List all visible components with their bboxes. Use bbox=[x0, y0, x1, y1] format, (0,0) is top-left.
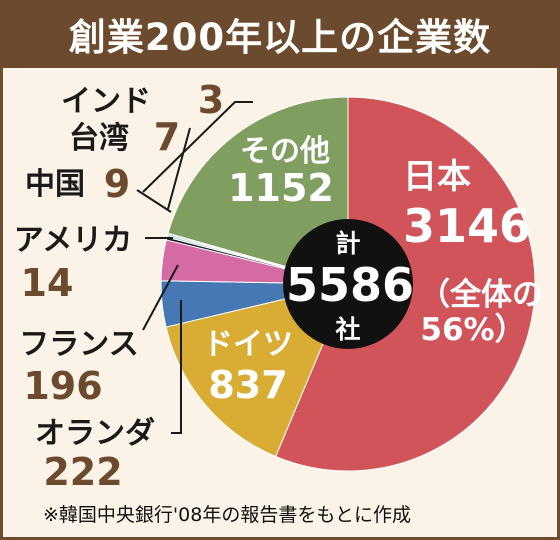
label-india: インド bbox=[61, 84, 151, 119]
center-circle bbox=[283, 219, 413, 349]
chart-title: 創業200年以上の企業数 bbox=[68, 16, 492, 59]
label-france: フランス bbox=[19, 327, 138, 362]
center-label-top: 計 bbox=[335, 229, 360, 258]
leader-line-china bbox=[136, 189, 172, 213]
label-usa: アメリカ bbox=[14, 223, 133, 258]
leader-line-france bbox=[142, 264, 179, 331]
leader-line-netherlands bbox=[171, 300, 182, 434]
value-netherlands: 222 bbox=[43, 450, 122, 494]
note-japan-line2: 56%） bbox=[420, 312, 525, 348]
value-germany: 837 bbox=[208, 363, 287, 407]
label-germany: ドイツ bbox=[203, 327, 293, 362]
value-france: 196 bbox=[23, 364, 102, 408]
pie-chart: 計 5586 社 日本 3146 （全体の 56%） その他 1152 ドイツ … bbox=[14, 78, 543, 494]
value-china: 9 bbox=[104, 162, 130, 206]
leader-line-india bbox=[142, 101, 253, 193]
label-netherlands: オランダ bbox=[35, 416, 155, 451]
center-total-value: 5586 bbox=[286, 258, 414, 312]
value-other: 1152 bbox=[228, 166, 334, 210]
center-label-bottom: 社 bbox=[335, 315, 360, 344]
value-taiwan: 7 bbox=[154, 115, 180, 159]
label-japan: 日本 bbox=[403, 157, 471, 197]
value-india: 3 bbox=[198, 78, 224, 122]
note-japan-line1: （全体の bbox=[419, 277, 543, 313]
leader-line-taiwan bbox=[167, 127, 191, 210]
value-japan: 3146 bbox=[403, 199, 531, 253]
label-taiwan: 台湾 bbox=[69, 121, 129, 156]
source-note: ※韓国中央銀行'08年の報告書をもとに作成 bbox=[43, 504, 411, 526]
value-usa: 14 bbox=[21, 261, 74, 305]
label-china: 中国 bbox=[25, 167, 85, 202]
title-bar: 創業200年以上の企業数 bbox=[3, 0, 557, 68]
leader-lines bbox=[136, 101, 253, 434]
label-other: その他 bbox=[240, 134, 330, 169]
